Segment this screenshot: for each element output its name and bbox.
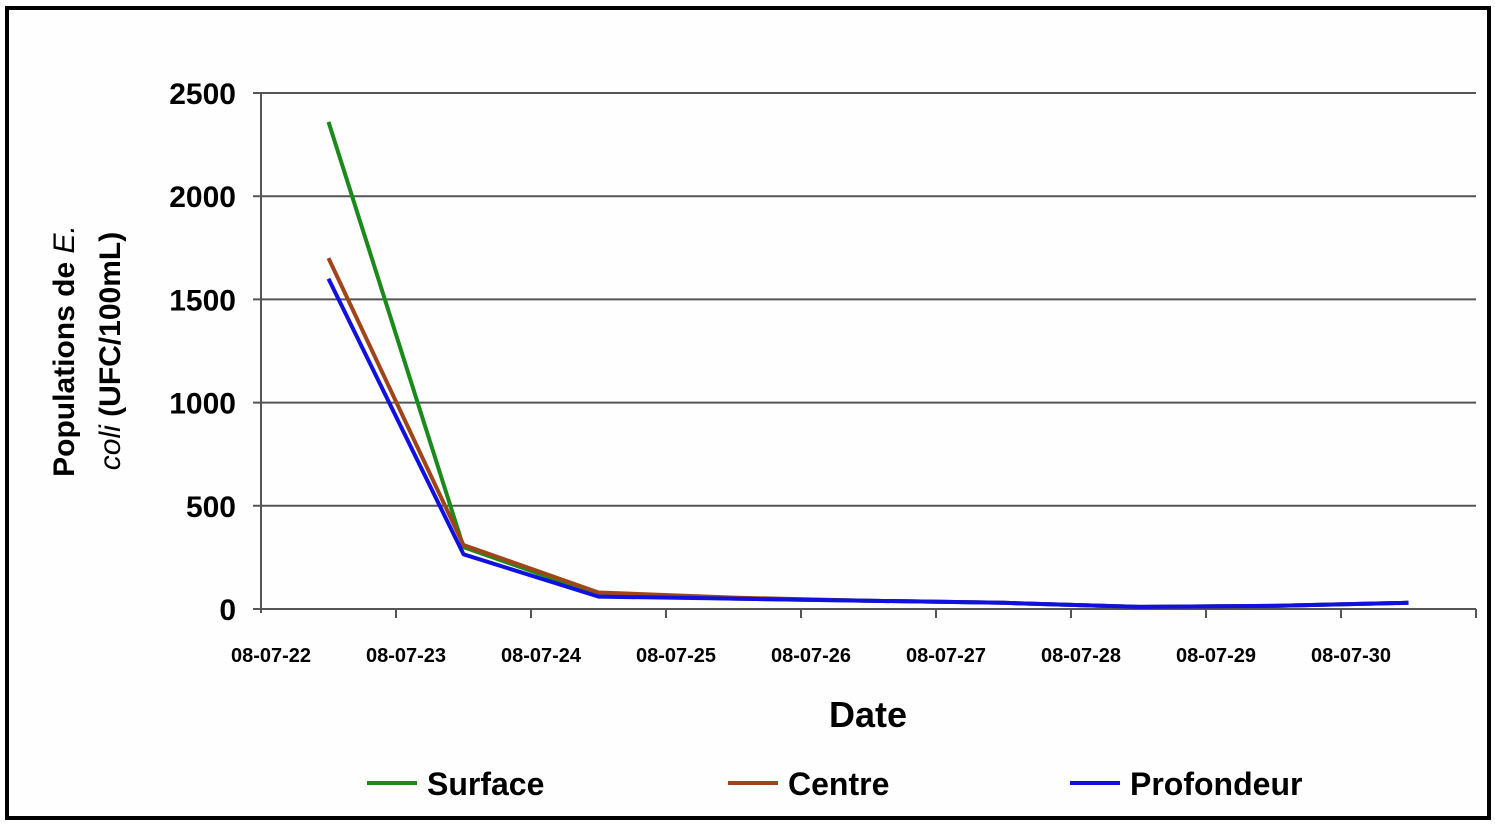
series-lines [326,121,1409,609]
y-axis-title: Populations de E. coli (UFC/100mL) [48,225,127,477]
series-line-surface [326,121,1409,609]
legend-label: Surface [427,766,544,802]
y-tick-label: 2000 [169,181,236,214]
y-tick-label: 2500 [169,78,236,111]
y-tick-label: 1000 [169,388,236,421]
series-line-profondeur [326,277,1409,609]
y-axis-title-line1: Populations de [48,254,81,477]
x-tick-label: 08-07-24 [501,645,582,667]
y-tick-labels: 0 500 1000 1500 2000 2500 [169,78,236,627]
x-tick-label: 08-07-27 [906,645,986,667]
y-axis-title-italic-1: E. [48,225,81,253]
y-tick-label: 0 [219,594,236,627]
svg-text:Populations de E.: Populations de E. [48,225,81,477]
legend-label: Profondeur [1130,766,1302,802]
y-tick-label: 1500 [169,284,236,317]
svg-text:coli (UFC/100mL): coli (UFC/100mL) [94,232,127,470]
legend-item-centre: Centre [728,766,889,802]
legend-item-surface: Surface [367,766,544,802]
x-tick-label: 08-07-28 [1041,645,1121,667]
x-tick-labels: 08-07-22 08-07-23 08-07-24 08-07-25 08-07-26… [231,645,1391,667]
gridlines [253,92,1476,610]
y-axis-title-italic-2: coli [94,424,127,470]
legend-item-profondeur: Profondeur [1070,766,1302,802]
chart-frame [5,6,1491,820]
axes [260,93,1477,618]
x-tick-label: 08-07-22 [231,645,311,667]
x-tick-label: 08-07-29 [1176,645,1256,667]
legend-label: Centre [788,766,889,802]
y-axis-title-line2: (UFC/100mL) [94,232,127,425]
x-tick-label: 08-07-26 [771,645,851,667]
x-axis-title: Date [829,694,907,735]
x-tick-label: 08-07-23 [366,645,446,667]
x-tick-label: 08-07-25 [636,645,716,667]
y-tick-label: 500 [186,491,236,524]
legend: Surface Centre Profondeur [367,766,1302,802]
x-tick-label: 08-07-30 [1311,645,1391,667]
series-line-centre [326,257,1409,609]
